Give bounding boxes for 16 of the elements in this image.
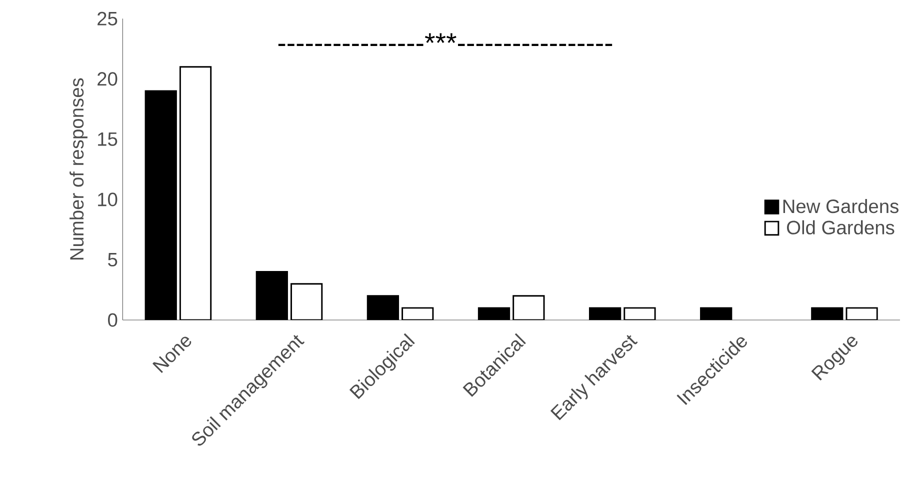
bar	[512, 295, 545, 320]
bar	[624, 307, 656, 320]
y-tick-label: 10	[98, 192, 118, 206]
y-axis-title: Number of responses	[70, 78, 88, 260]
annotation: ----------------***-----------------	[278, 33, 612, 46]
y-tick-label: 5	[108, 253, 118, 266]
bar	[179, 66, 212, 320]
bar	[290, 283, 323, 320]
legend-label: New Gardens	[783, 199, 898, 214]
bar	[402, 307, 434, 320]
y-tick-label: 0	[108, 313, 118, 327]
bar	[846, 307, 878, 320]
legend-label: Old Gardens	[786, 220, 894, 234]
y-tick-label: 20	[98, 72, 118, 86]
y-tick-label: 15	[98, 132, 118, 146]
y-tick-label: 25	[98, 12, 118, 26]
